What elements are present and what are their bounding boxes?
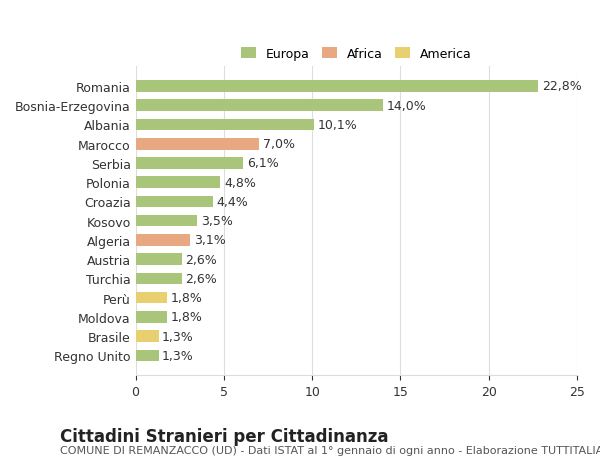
Text: 1,3%: 1,3% (162, 349, 194, 362)
Text: 3,5%: 3,5% (201, 215, 233, 228)
Bar (136, 119, 314, 131)
Legend: Europa, Africa, America: Europa, Africa, America (236, 42, 477, 65)
Bar (136, 177, 220, 189)
Bar (136, 215, 197, 227)
Bar (136, 196, 214, 208)
Bar (136, 235, 190, 246)
Text: 14,0%: 14,0% (386, 100, 426, 112)
Text: 22,8%: 22,8% (542, 80, 581, 93)
Text: 1,8%: 1,8% (171, 311, 203, 324)
Bar (136, 331, 158, 342)
Bar (136, 81, 538, 93)
Text: 1,3%: 1,3% (162, 330, 194, 343)
Text: 1,8%: 1,8% (171, 291, 203, 305)
Text: 3,1%: 3,1% (194, 234, 226, 247)
Bar (136, 254, 182, 265)
Text: 4,8%: 4,8% (224, 176, 256, 189)
Bar (136, 350, 158, 361)
Text: 4,4%: 4,4% (217, 196, 248, 208)
Text: 2,6%: 2,6% (185, 253, 217, 266)
Text: Cittadini Stranieri per Cittadinanza: Cittadini Stranieri per Cittadinanza (60, 427, 389, 445)
Bar (136, 100, 383, 112)
Bar (136, 273, 182, 285)
Text: 7,0%: 7,0% (263, 138, 295, 151)
Bar (136, 292, 167, 304)
Text: 6,1%: 6,1% (247, 157, 278, 170)
Bar (136, 312, 167, 323)
Bar (136, 158, 244, 169)
Text: 2,6%: 2,6% (185, 272, 217, 285)
Text: 10,1%: 10,1% (317, 119, 357, 132)
Text: COMUNE DI REMANZACCO (UD) - Dati ISTAT al 1° gennaio di ogni anno - Elaborazione: COMUNE DI REMANZACCO (UD) - Dati ISTAT a… (60, 445, 600, 455)
Bar (136, 139, 259, 150)
